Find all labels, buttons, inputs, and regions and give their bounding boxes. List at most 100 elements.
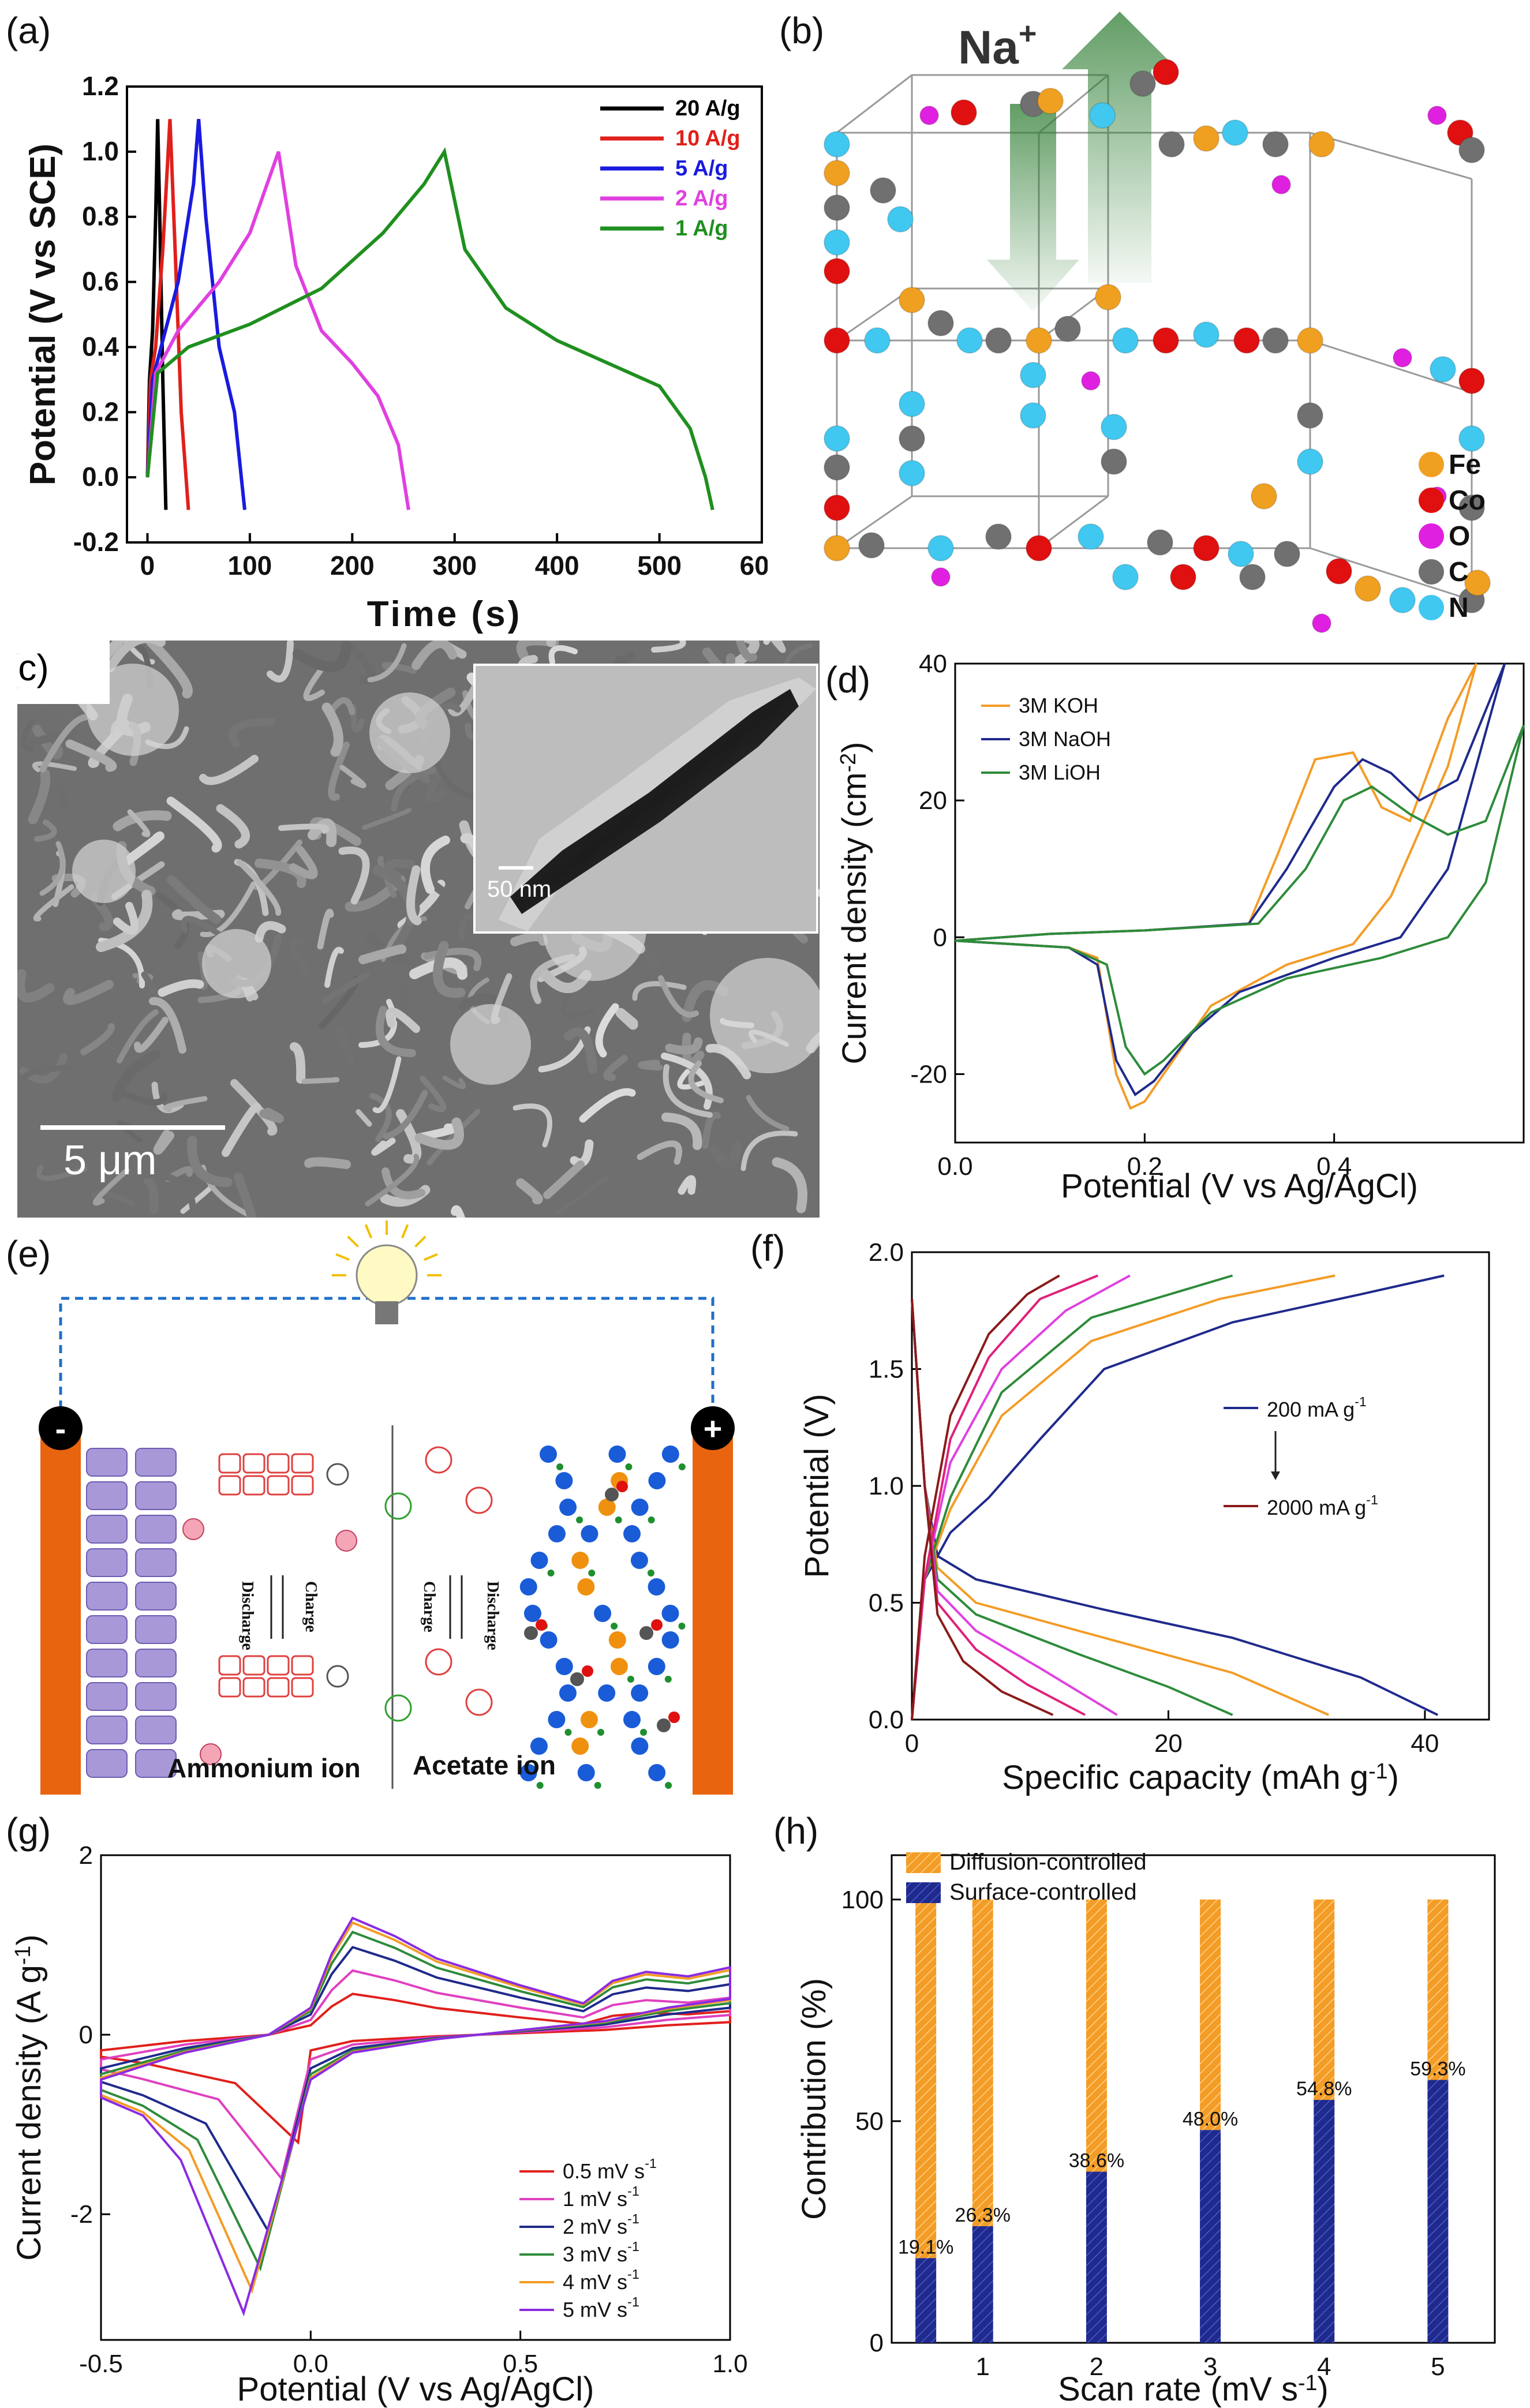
atom-co	[1458, 368, 1485, 394]
cathode-polymer-unit	[581, 1525, 598, 1542]
atom-n	[956, 327, 983, 354]
linker-atom	[648, 1516, 655, 1523]
nanotube	[418, 1123, 459, 1141]
atom-c	[1262, 327, 1289, 354]
linker-atom	[625, 1463, 633, 1470]
atom-fe	[1037, 88, 1064, 114]
atom-n	[1020, 402, 1046, 429]
cathode-polymer-unit	[630, 1552, 648, 1569]
ptcdi-ring	[242, 1655, 265, 1676]
nanotube	[637, 1140, 682, 1165]
cathode-polymer-unit	[530, 1737, 548, 1755]
bar-value-label: 19.1%	[898, 2236, 953, 2258]
atom-n	[1078, 523, 1104, 550]
linker-atom	[594, 1782, 601, 1789]
y-tick-label: 0.8	[82, 201, 119, 231]
x-tick-label: 400	[535, 550, 579, 581]
nanotube	[180, 1185, 213, 1214]
discharge-curve-3	[911, 1298, 1233, 1716]
charge-label-left: Charge	[302, 1581, 320, 1632]
nanotube	[367, 643, 407, 683]
atom-o	[1312, 613, 1331, 633]
anode-polymer-unit	[86, 1582, 128, 1611]
anode-polymer-unit	[86, 1515, 128, 1544]
cathode-polymer-unit	[519, 1764, 537, 1781]
ptcdi-ring	[291, 1475, 314, 1496]
legend-atom-c	[1419, 559, 1444, 585]
nanotube	[555, 1175, 609, 1215]
ptcdi-ring	[267, 1655, 290, 1676]
nanotube	[144, 1171, 196, 1210]
atom-fe	[1355, 575, 1381, 602]
cathode-polymer-unit	[559, 1684, 577, 1702]
nanotube	[234, 1173, 257, 1218]
nanotube	[546, 641, 556, 647]
legend-atom-label: N	[1449, 593, 1469, 623]
bar-diffusion	[972, 1899, 993, 2226]
nanotube	[414, 1117, 464, 1150]
nanotube	[427, 1108, 481, 1166]
nanotube	[678, 1175, 697, 1195]
triphenylamine-ring	[465, 1486, 493, 1514]
cathode-polymer-unit	[631, 1737, 649, 1755]
nanotube	[127, 809, 151, 837]
x-tick-label: 5	[1431, 2353, 1445, 2381]
nanotube	[200, 881, 256, 938]
nanotube	[412, 641, 457, 670]
y-axis-label: Contribution (%)	[795, 1978, 833, 2220]
nanotube	[151, 1081, 184, 1114]
nanotube	[39, 714, 89, 773]
panel-c: (c) 50 nm 5 μm	[17, 641, 820, 1218]
nanotube	[187, 1136, 233, 1188]
lattice-bond	[1310, 339, 1472, 394]
atom-c	[870, 177, 896, 204]
nanotube	[65, 739, 117, 772]
nanotube	[237, 859, 282, 916]
bar-surface	[1314, 2100, 1335, 2343]
nanotube	[709, 1141, 742, 1169]
nanotube	[651, 641, 686, 653]
nanotube	[350, 704, 365, 733]
atom-c	[985, 327, 1012, 354]
y-tick-label: 0	[870, 2329, 884, 2357]
x-tick-label: 1	[975, 2353, 989, 2381]
atom-c	[824, 454, 850, 481]
y-tick-label: 50	[855, 2107, 884, 2136]
nanotube	[216, 804, 250, 849]
lattice-bond	[836, 287, 912, 342]
atom-n	[1089, 102, 1116, 129]
bulb-ray	[423, 1253, 438, 1261]
x-tick-label: 0	[140, 550, 155, 581]
nanotube	[451, 1205, 466, 1218]
nanotube	[516, 1178, 543, 1205]
nanotube	[420, 1076, 447, 1113]
panel-a: (a) 0 100 200 300 400 500 600 -0.2 0.0 0.2 0.4 0.6 0…	[0, 0, 768, 641]
anode-polymer-unit	[86, 1548, 128, 1577]
x-tick-label: 100	[228, 550, 272, 581]
ptcdi-ring	[242, 1475, 265, 1496]
ptcdi-ring	[218, 1453, 241, 1474]
nanotube	[384, 859, 416, 881]
nanotube	[369, 1093, 392, 1142]
atom-n	[824, 131, 850, 158]
na-ion-label: Na+	[958, 16, 1037, 74]
nanotube	[615, 1008, 638, 1030]
linker-atom	[536, 1782, 544, 1789]
nanotube	[230, 1079, 278, 1136]
series-line-2	[145, 119, 190, 510]
triphenylamine-ring	[425, 1648, 452, 1676]
nanotube	[290, 1042, 306, 1084]
nanotube	[106, 641, 166, 672]
nanotube	[28, 769, 51, 825]
y-tick-label: 0.0	[869, 1706, 904, 1734]
scale-bar	[40, 1125, 225, 1130]
nanotube	[570, 1139, 594, 1167]
bar-value-label: 54.8%	[1296, 2078, 1352, 2100]
legend-label: 5 A/g	[675, 156, 728, 181]
cathode-polymer-unit	[577, 1578, 595, 1596]
nanotube	[595, 1003, 619, 1058]
anode-polymer-unit	[135, 1615, 177, 1644]
cv-curve-6	[100, 1916, 731, 2317]
acetate-oxygen	[616, 1481, 628, 1492]
triphenylamine-ring	[425, 1446, 452, 1474]
